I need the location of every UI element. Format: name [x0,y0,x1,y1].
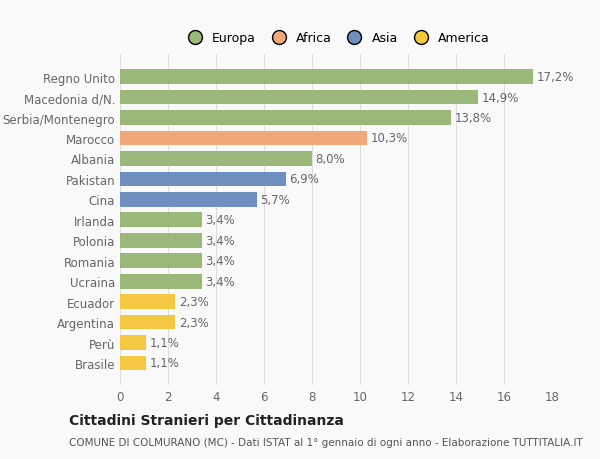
Bar [120,90,478,105]
Text: 3,4%: 3,4% [205,234,235,247]
Bar [120,213,202,228]
Text: 3,4%: 3,4% [205,214,235,227]
Legend: Europa, Africa, Asia, America: Europa, Africa, Asia, America [178,28,494,49]
Text: 13,8%: 13,8% [455,112,492,125]
Text: 1,1%: 1,1% [150,357,180,369]
Bar [120,274,202,289]
Bar [120,152,312,167]
Text: COMUNE DI COLMURANO (MC) - Dati ISTAT al 1° gennaio di ogni anno - Elaborazione : COMUNE DI COLMURANO (MC) - Dati ISTAT al… [69,437,583,447]
Text: 2,3%: 2,3% [179,316,209,329]
Text: 5,7%: 5,7% [260,193,290,207]
Text: Cittadini Stranieri per Cittadinanza: Cittadini Stranieri per Cittadinanza [69,414,344,428]
Bar [120,356,146,370]
Text: 6,9%: 6,9% [289,173,319,186]
Bar [120,111,451,126]
Text: 3,4%: 3,4% [205,255,235,268]
Text: 14,9%: 14,9% [481,91,518,104]
Bar [120,315,175,330]
Bar [120,70,533,85]
Bar [120,131,367,146]
Bar [120,295,175,309]
Bar [120,193,257,207]
Text: 1,1%: 1,1% [150,336,180,349]
Text: 3,4%: 3,4% [205,275,235,288]
Bar [120,254,202,269]
Text: 17,2%: 17,2% [536,71,574,84]
Bar [120,336,146,350]
Bar [120,172,286,187]
Text: 8,0%: 8,0% [316,152,345,166]
Text: 10,3%: 10,3% [371,132,408,145]
Bar [120,233,202,248]
Text: 2,3%: 2,3% [179,296,209,308]
